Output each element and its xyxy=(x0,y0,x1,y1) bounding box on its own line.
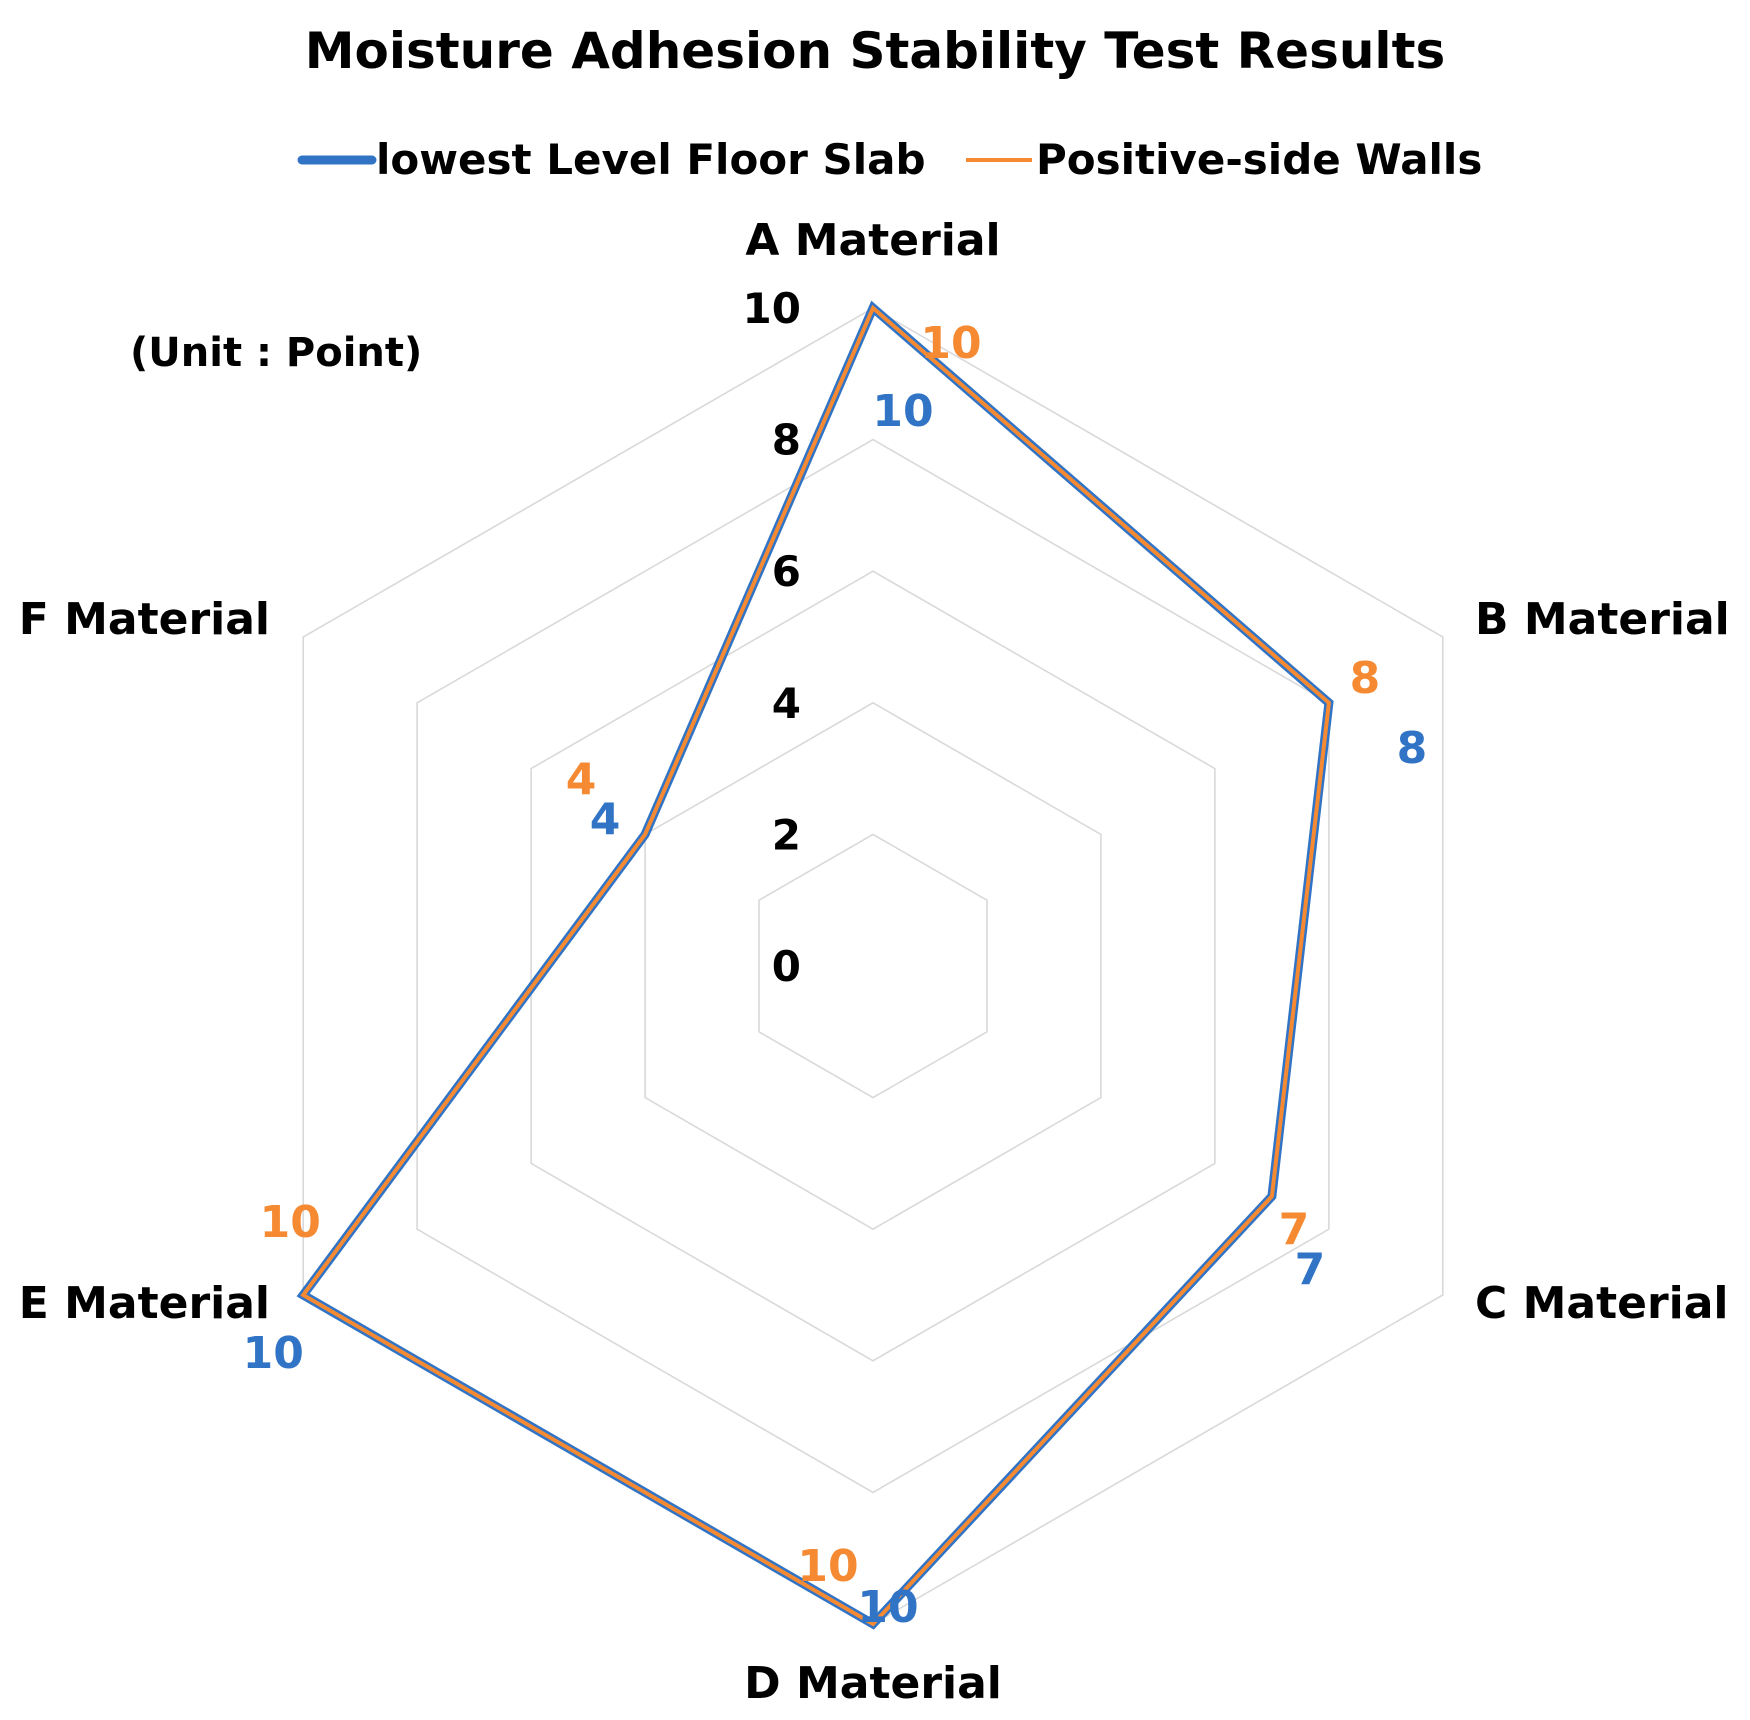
unit-note: (Unit : Point) xyxy=(130,330,422,376)
data-label-series-2: 10 xyxy=(260,1197,321,1248)
radar-grid xyxy=(302,307,1444,1625)
data-label-series-1: 10 xyxy=(872,386,933,437)
series-lines xyxy=(296,300,1334,1630)
r-tick-label: 0 xyxy=(772,942,801,991)
grid-ring-2 xyxy=(644,701,1102,1231)
data-label-series-1: 7 xyxy=(1295,1244,1326,1295)
grid-ring-3 xyxy=(530,570,1216,1362)
category-label: D Material xyxy=(744,1658,1002,1709)
grid-ring-4 xyxy=(416,438,1330,1494)
chart-title: Moisture Adhesion Stability Test Results xyxy=(305,22,1446,80)
r-tick-label: 4 xyxy=(772,679,801,728)
category-label: C Material xyxy=(1475,1278,1729,1329)
category-label: F Material xyxy=(19,594,270,645)
data-label-series-2: 10 xyxy=(920,318,981,369)
r-tick-label: 10 xyxy=(743,284,801,333)
category-label: B Material xyxy=(1475,594,1730,645)
data-label-series-1: 4 xyxy=(590,794,621,845)
r-tick-label: 6 xyxy=(772,547,801,596)
grid-ring-1 xyxy=(758,833,988,1099)
data-label-series-2: 4 xyxy=(566,754,597,805)
data-label-series-1: 8 xyxy=(1397,723,1428,774)
series-line-1 xyxy=(296,300,1334,1630)
grid-ring-5 xyxy=(302,307,1444,1625)
category-labels: A Material B Material C Material D Material… xyxy=(19,215,1730,1709)
data-label-series-2: 7 xyxy=(1279,1204,1310,1255)
legend-label-series-1: lowest Level Floor Slab xyxy=(376,135,926,184)
data-label-series-2: 8 xyxy=(1350,653,1381,704)
series-line-2 xyxy=(300,304,1332,1627)
data-label-series-2: 10 xyxy=(797,1541,858,1592)
radial-tick-labels: 0 2 4 6 8 10 xyxy=(743,284,801,991)
r-tick-label: 2 xyxy=(772,810,801,859)
data-label-series-1: 10 xyxy=(857,1582,918,1633)
category-label: A Material xyxy=(745,215,1000,266)
legend: lowest Level Floor Slab Positive-side Wa… xyxy=(297,135,1482,184)
r-tick-label: 8 xyxy=(772,416,801,465)
category-label: E Material xyxy=(19,1278,270,1329)
data-label-series-1: 10 xyxy=(243,1328,304,1379)
legend-label-series-2: Positive-side Walls xyxy=(1036,135,1482,184)
